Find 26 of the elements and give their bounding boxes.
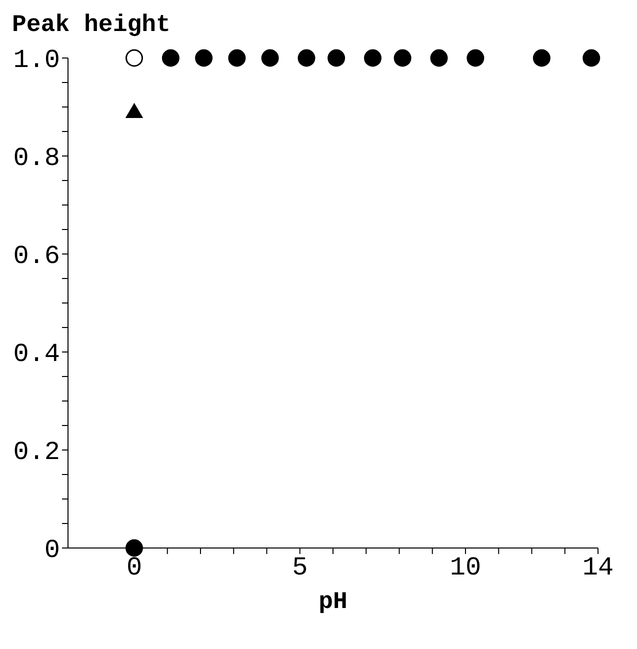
x-tick-label: 10 bbox=[450, 552, 482, 582]
y-tick-label: 0.4 bbox=[13, 339, 60, 370]
point bbox=[195, 49, 213, 67]
point bbox=[582, 49, 600, 67]
x-tick-label: 5 bbox=[292, 552, 308, 582]
point bbox=[298, 49, 316, 67]
y-tick-label: 1.0 bbox=[13, 45, 60, 76]
point bbox=[430, 49, 448, 67]
point bbox=[394, 49, 412, 67]
y-tick-label: 0.6 bbox=[13, 241, 60, 272]
point bbox=[328, 49, 346, 67]
point bbox=[162, 49, 180, 67]
y-tick-label: 0.8 bbox=[13, 143, 60, 174]
x-axis-title: pH bbox=[318, 589, 348, 616]
point bbox=[532, 49, 550, 67]
point bbox=[126, 103, 143, 118]
point bbox=[126, 539, 143, 557]
point bbox=[126, 49, 143, 67]
point bbox=[228, 49, 246, 67]
x-tick-label: 14 bbox=[582, 552, 614, 582]
point bbox=[364, 49, 382, 67]
y-tick-label: 0.2 bbox=[13, 437, 60, 468]
x-tick-label: 0 bbox=[126, 552, 142, 582]
y-axis-title: Peak height bbox=[12, 12, 170, 39]
point bbox=[261, 49, 279, 67]
point bbox=[466, 49, 484, 67]
